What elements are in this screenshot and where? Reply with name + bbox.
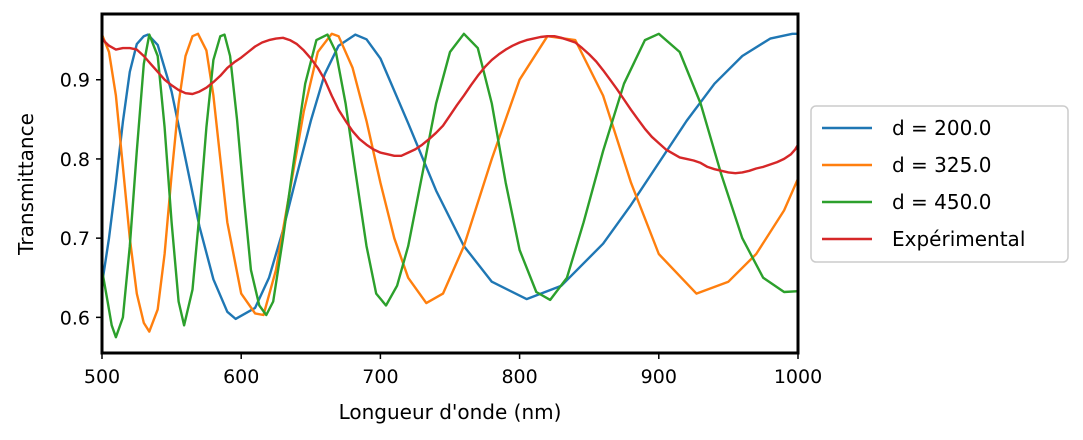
legend-label: Expérimental [892, 227, 1025, 251]
x-tick-label: 1000 [774, 366, 822, 388]
x-tick-label: 500 [84, 366, 120, 388]
y-tick-label: 0.8 [60, 149, 90, 171]
series-line-1 [100, 32, 800, 321]
x-tick-label: 800 [501, 366, 537, 388]
plot-area [100, 12, 800, 355]
series-layer [100, 32, 800, 339]
x-tick-label: 900 [641, 366, 677, 388]
legend-label: d = 200.0 [892, 116, 991, 140]
legend: d = 200.0 d = 325.0 d = 450.0 Expérimental [810, 105, 1069, 263]
x-axis: 500 600 700 800 900 1000 [84, 353, 822, 388]
plot-frame [100, 12, 800, 355]
y-tick-label: 0.9 [60, 70, 90, 92]
x-tick-label: 700 [362, 366, 398, 388]
y-axis-label: Transmittance [14, 113, 38, 256]
legend-label: d = 450.0 [892, 190, 991, 214]
y-axis: 0.6 0.7 0.8 0.9 [60, 70, 102, 329]
x-tick-label: 600 [223, 366, 259, 388]
x-axis-label: Longueur d'onde (nm) [339, 400, 562, 424]
legend-label: d = 325.0 [892, 153, 991, 177]
legend-frame [810, 105, 1069, 263]
series-line-4 [100, 35, 800, 175]
y-tick-label: 0.6 [60, 307, 90, 329]
series-line-2 [100, 32, 800, 333]
y-tick-label: 0.7 [60, 228, 90, 250]
series-line-3 [100, 32, 800, 339]
